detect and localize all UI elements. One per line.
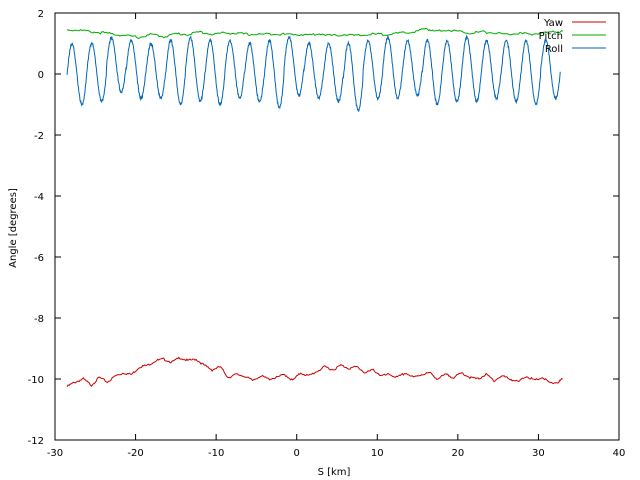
x-tick-label: 30 — [532, 448, 545, 459]
x-tick-label: 10 — [371, 448, 384, 459]
legend-label-yaw: Yaw — [543, 18, 563, 29]
y-tick-label: -2 — [34, 131, 44, 142]
series-lines — [66, 27, 563, 387]
y-tick-label: -12 — [28, 436, 44, 447]
x-tick-label: -30 — [47, 448, 63, 459]
x-tick-label: 40 — [613, 448, 626, 459]
x-tick-label: 0 — [294, 448, 300, 459]
axis-ticks: -30 -20 -10 0 10 20 30 40-12-10-8-6-4-202 — [28, 9, 626, 459]
series-line-pitch — [66, 27, 563, 39]
y-tick-label: 2 — [38, 9, 44, 20]
legend-label-pitch: Pitch — [539, 31, 563, 42]
series-line-roll — [66, 34, 561, 112]
y-axis-label: Angle [degrees] — [8, 188, 19, 268]
legend-label-roll: Roll — [545, 44, 563, 55]
y-tick-label: -8 — [34, 314, 44, 325]
x-axis-label: S [km] — [318, 467, 351, 478]
y-tick-label: -10 — [28, 375, 44, 386]
legend: Yaw Pitch Roll — [539, 18, 606, 55]
plot-frame — [54, 12, 620, 441]
x-tick-label: -20 — [127, 448, 143, 459]
y-tick-label: -4 — [34, 192, 44, 203]
y-tick-label: 0 — [38, 70, 44, 81]
y-tick-label: -6 — [34, 253, 44, 264]
x-tick-label: 20 — [451, 448, 464, 459]
x-tick-label: -10 — [208, 448, 224, 459]
series-line-yaw — [66, 356, 563, 387]
